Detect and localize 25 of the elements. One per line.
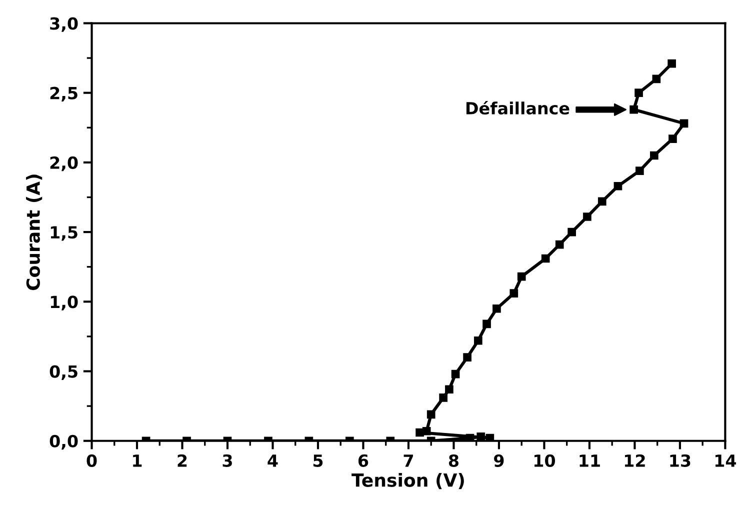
y-tick-label: 0,0 — [50, 434, 78, 450]
y-axis-title: Courant (A) — [26, 174, 42, 290]
y-tick-label: 3,0 — [50, 17, 78, 32]
x-tick-label: 14 — [715, 454, 736, 467]
y-tick-label: 2,5 — [50, 86, 78, 102]
x-tick-label: 1 — [133, 454, 142, 467]
y-tick-label: 2,0 — [50, 156, 78, 172]
x-tick-label: 12 — [624, 454, 645, 467]
x-tick-label: 7 — [404, 454, 413, 467]
x-tick-label: 10 — [534, 454, 556, 467]
x-tick-label: 0 — [86, 454, 97, 467]
x-tick-label: 4 — [268, 454, 278, 467]
x-tick-label: 9 — [494, 454, 504, 467]
y-tick-label: 0,5 — [50, 365, 78, 380]
x-tick-label: 13 — [670, 454, 690, 467]
x-axis-title: Tension (V) — [352, 472, 464, 490]
x-tick-label: 2 — [178, 454, 187, 467]
x-tick-label: 5 — [313, 454, 323, 467]
x-tick-label: 3 — [222, 454, 232, 467]
x-tick-label: 6 — [358, 454, 368, 467]
x-tick-label: 8 — [448, 454, 458, 467]
annotation: Défaillance — [466, 100, 570, 115]
x-tick-label: 11 — [580, 454, 600, 467]
y-tick-label: 1,5 — [50, 226, 78, 241]
y-tick-label: 1,0 — [50, 296, 78, 310]
